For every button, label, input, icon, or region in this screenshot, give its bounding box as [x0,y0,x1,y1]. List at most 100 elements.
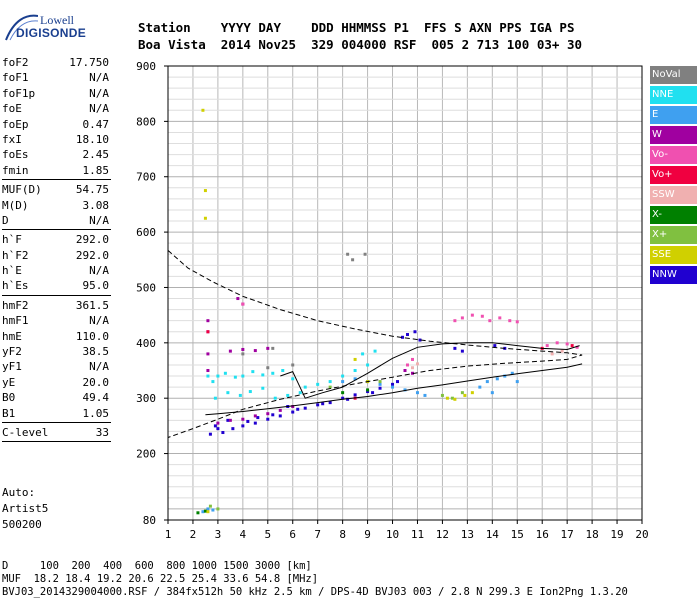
data-point [346,397,350,401]
legend-item: Vo+ [650,166,697,184]
data-point [540,346,544,350]
data-point [371,391,375,395]
data-point [341,391,345,395]
data-point [415,362,419,366]
param-value: 49.4 [82,391,110,405]
param-label: hmF1 [2,314,29,328]
data-point [201,510,205,514]
data-point [353,369,357,373]
param-row: h`Es 95.0 [2,278,111,293]
data-point [478,385,482,389]
param-separator [2,229,111,231]
param-row: foF1p N/A [2,86,111,101]
plot-frame [167,65,643,521]
legend-item: E [650,106,697,124]
data-point [208,504,212,508]
param-value: 1.85 [82,163,110,177]
param-value: 110.0 [75,329,109,343]
param-row: yF2 38.5 [2,344,111,359]
data-point [238,393,242,397]
param-label: h`F [2,233,22,247]
data-point [278,414,282,418]
param-value: 1.05 [82,406,110,420]
data-point [303,406,307,410]
header-labels: Station YYYY DAY DDD HHMMSS P1 FFS S AXN… [138,20,575,35]
data-point [316,382,320,386]
data-point [241,302,245,306]
data-point [366,388,370,392]
param-value: N/A [89,102,109,116]
data-point [503,374,507,378]
x-tick-label: 10 [386,528,399,541]
data-point [440,393,444,397]
data-point [391,382,395,386]
param-value: 54.75 [75,183,109,197]
x-tick-label: 7 [314,528,321,541]
param-row: yE 20.0 [2,375,111,390]
param-value: 20.0 [82,375,110,389]
data-point [213,424,217,428]
param-separator [2,421,111,423]
data-point [363,252,367,256]
parameters-panel: foF2 17.750 foF1 N/A foF1p N/A foE N/A foEp 0.47 f… [2,55,111,444]
data-point [261,386,265,390]
data-point [353,377,357,381]
x-tick-label: 6 [289,528,296,541]
data-point [493,344,497,348]
data-point [488,319,492,323]
auto-version: 500200 [2,518,42,531]
data-point [460,316,464,320]
x-tick-label: 2 [190,528,197,541]
logo-swoosh-icon [5,14,38,41]
param-value: N/A [89,314,109,328]
param-label: B1 [2,406,16,420]
param-label: foEp [2,117,29,131]
data-point [366,363,370,367]
param-row: foF2 17.750 [2,55,111,70]
data-point [253,349,257,353]
param-label: fmin [2,163,29,177]
param-label: foF1 [2,71,29,85]
param-value: 361.5 [75,298,109,312]
data-point [470,391,474,395]
param-row: fmin 1.85 [2,163,111,178]
data-point [236,297,240,301]
legend-item: SSW [650,186,697,204]
data-point [565,342,569,346]
data-point [498,316,502,320]
data-point [241,424,245,428]
x-tick-label: 19 [610,528,623,541]
footer-distance-row: D 100 200 400 600 800 1000 1500 3000 [km… [2,560,312,572]
data-point [490,391,494,395]
y-tick-label: 900 [136,60,156,73]
param-value: N/A [89,360,109,374]
data-point [515,380,519,384]
data-point [445,396,449,400]
data-point [241,374,245,378]
data-point [575,345,579,349]
param-row: yF1 N/A [2,359,111,374]
data-point [231,427,235,431]
param-label: yF2 [2,345,22,359]
param-separator [2,294,111,296]
x-tick-label: 15 [511,528,524,541]
data-point [508,319,512,323]
data-point [271,346,275,350]
data-point [550,352,554,356]
param-label: C-level [2,425,49,439]
data-point [246,419,250,423]
param-row: foEp 0.47 [2,117,111,132]
data-point [226,418,230,422]
param-label: M(D) [2,198,29,212]
param-value: N/A [89,71,109,85]
x-tick-label: 12 [436,528,449,541]
param-label: foE [2,102,22,116]
param-row: hmF2 361.5 [2,298,111,313]
lowell-digisonde-logo: Lowell DIGISONDE [4,10,86,50]
param-value: 18.10 [75,132,109,146]
param-row: fxI 18.10 [2,132,111,147]
data-point [453,319,457,323]
param-row: B1 1.05 [2,406,111,421]
data-point [450,396,454,400]
x-tick-label: 4 [240,528,247,541]
